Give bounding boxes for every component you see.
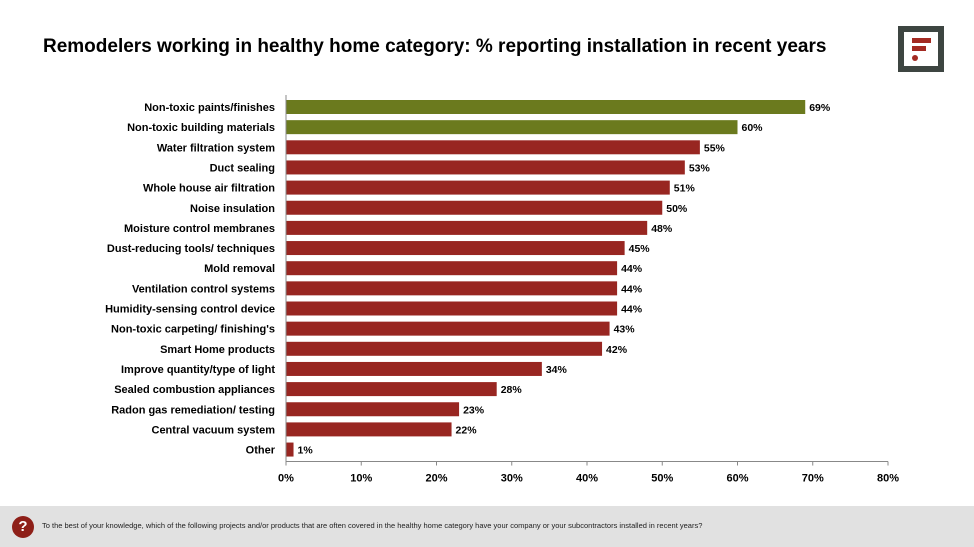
bar [286, 100, 806, 114]
bar [286, 402, 460, 417]
data-label: 55% [704, 142, 726, 154]
bar [286, 321, 610, 336]
data-label: 28% [501, 384, 523, 396]
data-label: 43% [614, 324, 636, 336]
data-label: 34% [546, 364, 568, 376]
x-tick-label: 80% [877, 473, 899, 485]
bar [286, 241, 625, 256]
bar [286, 140, 700, 155]
category-label: Radon gas remediation/ testing [111, 404, 275, 416]
bar [286, 361, 542, 376]
x-tick-label: 0% [278, 473, 294, 485]
bar [286, 422, 452, 437]
x-tick-label: 30% [501, 473, 523, 485]
data-label: 22% [456, 424, 478, 436]
bar [286, 382, 497, 397]
data-label: 42% [606, 344, 628, 356]
category-label: Whole house air filtration [143, 183, 275, 195]
category-label: Mold removal [204, 263, 275, 275]
data-label: 53% [689, 162, 711, 174]
chart-title: Remodelers working in healthy home categ… [43, 36, 827, 57]
category-label: Non-toxic paints/finishes [144, 102, 275, 114]
x-tick-label: 50% [651, 473, 673, 485]
bar [286, 341, 603, 356]
bar [286, 180, 670, 195]
data-label: 23% [463, 404, 485, 416]
category-label: Improve quantity/type of light [121, 364, 275, 376]
category-label: Moisture control membranes [124, 223, 275, 235]
category-label: Other [246, 445, 276, 457]
data-label: 44% [621, 304, 643, 316]
x-tick-label: 20% [425, 473, 447, 485]
category-label: Ventilation control systems [132, 283, 275, 295]
category-label: Dust-reducing tools/ techniques [107, 243, 275, 255]
bar [286, 120, 738, 135]
bar [286, 301, 618, 316]
category-label: Duct sealing [210, 162, 275, 174]
bar [286, 200, 663, 215]
data-label: 51% [674, 183, 696, 195]
category-label: Non-toxic building materials [127, 122, 275, 134]
x-tick-label: 60% [726, 473, 748, 485]
footer-question-bar: ? To the best of your knowledge, which o… [0, 506, 974, 547]
bar [286, 220, 648, 235]
category-label: Humidity-sensing control device [105, 304, 275, 316]
data-label: 44% [621, 263, 643, 275]
category-label: Non-toxic carpeting/ finishing's [111, 324, 275, 336]
bar [286, 261, 618, 276]
data-label: 1% [298, 445, 314, 457]
bar-chart: Non-toxic paints/finishes 69% Non-toxic bu… [105, 95, 899, 485]
bar [286, 160, 685, 175]
x-tick-label: 10% [350, 473, 372, 485]
category-label: Central vacuum system [152, 424, 276, 436]
data-label: 44% [621, 283, 643, 295]
data-label: 69% [809, 102, 831, 114]
data-label: 48% [651, 223, 673, 235]
category-label: Water filtration system [157, 142, 275, 154]
bar [286, 281, 618, 296]
category-label: Noise insulation [190, 203, 275, 215]
x-tick-label: 70% [802, 473, 824, 485]
bar [286, 442, 294, 457]
data-label: 45% [629, 243, 651, 255]
x-tick-label: 40% [576, 473, 598, 485]
data-label: 60% [742, 122, 764, 134]
data-label: 50% [666, 203, 688, 215]
f-logo-icon [898, 26, 944, 72]
survey-question: To the best of your knowledge, which of … [42, 521, 703, 530]
question-icon: ? [12, 516, 34, 538]
category-label: Smart Home products [160, 344, 275, 356]
category-label: Sealed combustion appliances [114, 384, 275, 396]
